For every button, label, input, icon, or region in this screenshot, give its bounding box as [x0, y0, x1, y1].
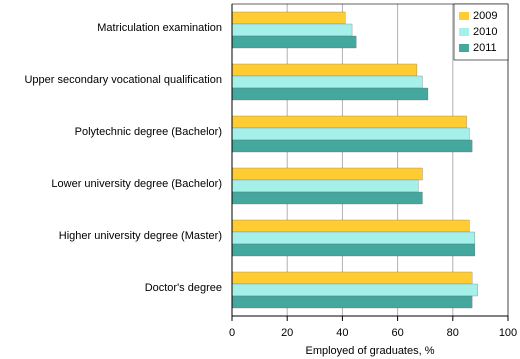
- y-tick-label: Doctor's degree: [145, 282, 222, 294]
- x-tick-label: 80: [447, 327, 459, 339]
- y-tick-label: Higher university degree (Master): [59, 230, 222, 242]
- bar: [231, 75, 423, 89]
- x-tick-label: 20: [281, 327, 293, 339]
- y-tick-label: Lower university degree (Bachelor): [51, 178, 222, 190]
- bar: [231, 139, 473, 153]
- bar: [231, 87, 429, 101]
- bar: [231, 231, 476, 245]
- bar: [231, 271, 473, 285]
- bar: [231, 115, 467, 129]
- y-tick-label: Matriculation examination: [97, 22, 222, 34]
- bar: [231, 191, 423, 205]
- legend-label: 2011: [473, 42, 497, 54]
- bar: [231, 63, 418, 77]
- x-axis-label: Employed of graduates, %: [305, 345, 434, 357]
- x-tick-label: 100: [499, 327, 517, 339]
- legend-label: 2010: [473, 26, 497, 38]
- bar: [231, 35, 357, 49]
- bar: [231, 295, 473, 309]
- plot-frame: [231, 3, 509, 317]
- legend-swatch: [459, 12, 469, 20]
- x-tick-label: 60: [391, 327, 403, 339]
- y-tick-label: Upper secondary vocational qualification: [24, 74, 222, 86]
- bar: [231, 283, 478, 297]
- bar: [231, 127, 470, 141]
- x-tick-label: 0: [229, 327, 235, 339]
- legend-label: 2009: [473, 10, 497, 22]
- bar: [231, 219, 470, 233]
- bar: [231, 243, 476, 257]
- bar: [231, 23, 353, 37]
- bar: [231, 179, 419, 193]
- legend-swatch: [459, 44, 469, 52]
- bar: [231, 11, 346, 25]
- y-tick-label: Polytechnic degree (Bachelor): [75, 126, 222, 138]
- x-tick-label: 40: [336, 327, 348, 339]
- legend-swatch: [459, 28, 469, 36]
- bar: [231, 167, 423, 181]
